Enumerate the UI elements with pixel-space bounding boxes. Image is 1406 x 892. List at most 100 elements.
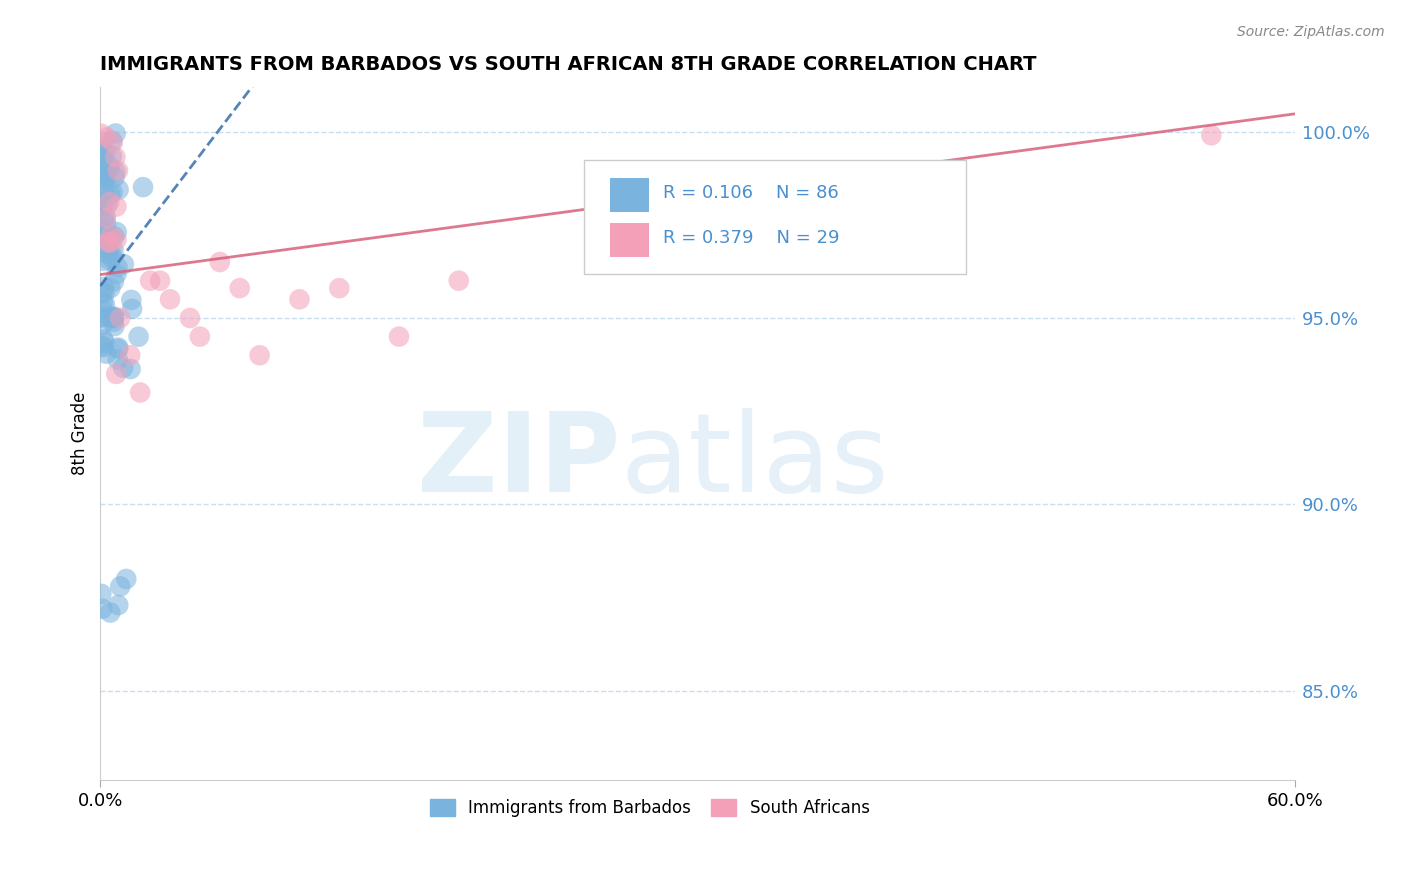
- Point: [98, 281, 121, 295]
- Point: [103, 229, 125, 244]
- Point: [107, 260, 129, 274]
- Point: [93, 153, 115, 168]
- Point: [103, 315, 125, 329]
- Point: [101, 185, 124, 199]
- Bar: [610, 223, 648, 257]
- Point: [96, 218, 118, 232]
- Point: [112, 257, 135, 271]
- Point: [94, 297, 117, 311]
- Point: [93, 211, 115, 226]
- Point: [97, 161, 120, 176]
- Point: [90, 141, 112, 155]
- Point: [104, 164, 127, 178]
- Point: [90, 127, 112, 141]
- Point: [388, 329, 411, 343]
- Point: [90, 194, 112, 209]
- Point: [98, 160, 121, 174]
- Point: [107, 598, 129, 612]
- Text: Source: ZipAtlas.com: Source: ZipAtlas.com: [1237, 25, 1385, 39]
- Point: [112, 360, 135, 375]
- Point: [93, 175, 115, 189]
- Point: [94, 171, 117, 186]
- Point: [91, 303, 114, 318]
- Point: [101, 311, 124, 326]
- Point: [93, 166, 115, 180]
- Point: [94, 146, 117, 161]
- Point: [93, 185, 115, 199]
- Point: [120, 293, 142, 307]
- Point: [249, 348, 271, 362]
- Point: [103, 310, 125, 324]
- Point: [103, 319, 125, 334]
- Text: ZIP: ZIP: [416, 408, 620, 515]
- Point: [105, 225, 128, 239]
- Point: [101, 134, 124, 148]
- Point: [93, 340, 115, 354]
- Point: [91, 149, 114, 163]
- Point: [91, 135, 114, 149]
- Point: [128, 329, 150, 343]
- Text: R = 0.106    N = 86: R = 0.106 N = 86: [664, 185, 839, 202]
- Point: [91, 227, 114, 241]
- Text: IMMIGRANTS FROM BARBADOS VS SOUTH AFRICAN 8TH GRADE CORRELATION CHART: IMMIGRANTS FROM BARBADOS VS SOUTH AFRICA…: [100, 55, 1036, 74]
- Point: [103, 243, 125, 257]
- Point: [91, 339, 114, 353]
- Point: [149, 274, 172, 288]
- Point: [107, 183, 129, 197]
- Point: [90, 310, 112, 324]
- Point: [96, 346, 118, 360]
- Point: [115, 572, 138, 586]
- Point: [90, 198, 112, 212]
- Point: [129, 385, 152, 400]
- Point: [96, 198, 118, 212]
- Point: [98, 188, 121, 202]
- Point: [90, 167, 112, 181]
- Point: [139, 274, 162, 288]
- Point: [90, 172, 112, 186]
- Point: [120, 348, 142, 362]
- Point: [103, 310, 125, 325]
- Point: [101, 149, 124, 163]
- Point: [98, 235, 121, 250]
- Point: [105, 233, 128, 247]
- Point: [90, 156, 112, 170]
- Point: [288, 293, 311, 307]
- Point: [107, 163, 129, 178]
- Point: [91, 285, 114, 300]
- Point: [100, 228, 122, 243]
- Point: [110, 310, 132, 325]
- Point: [105, 267, 128, 281]
- Point: [93, 333, 115, 347]
- Point: [447, 274, 470, 288]
- Point: [90, 318, 112, 332]
- Point: [98, 194, 121, 209]
- Point: [90, 163, 112, 178]
- Point: [93, 335, 115, 350]
- Point: [110, 579, 132, 593]
- Point: [159, 293, 181, 307]
- Point: [101, 251, 124, 265]
- Point: [97, 252, 120, 267]
- Point: [104, 170, 127, 185]
- Point: [103, 275, 125, 289]
- Point: [104, 150, 127, 164]
- Bar: [610, 178, 648, 211]
- Point: [94, 210, 117, 224]
- Point: [90, 310, 112, 325]
- Point: [98, 606, 121, 620]
- Point: [98, 310, 121, 324]
- Point: [96, 130, 118, 145]
- Point: [188, 329, 211, 343]
- Point: [121, 301, 143, 316]
- Point: [90, 240, 112, 254]
- Point: [179, 310, 201, 325]
- Point: [101, 136, 124, 150]
- Point: [91, 296, 114, 310]
- Point: [97, 244, 120, 258]
- Legend: Immigrants from Barbados, South Africans: Immigrants from Barbados, South Africans: [423, 792, 876, 824]
- Point: [1201, 128, 1223, 143]
- Point: [91, 197, 114, 211]
- Point: [228, 281, 250, 295]
- Point: [120, 362, 142, 376]
- Point: [90, 223, 112, 237]
